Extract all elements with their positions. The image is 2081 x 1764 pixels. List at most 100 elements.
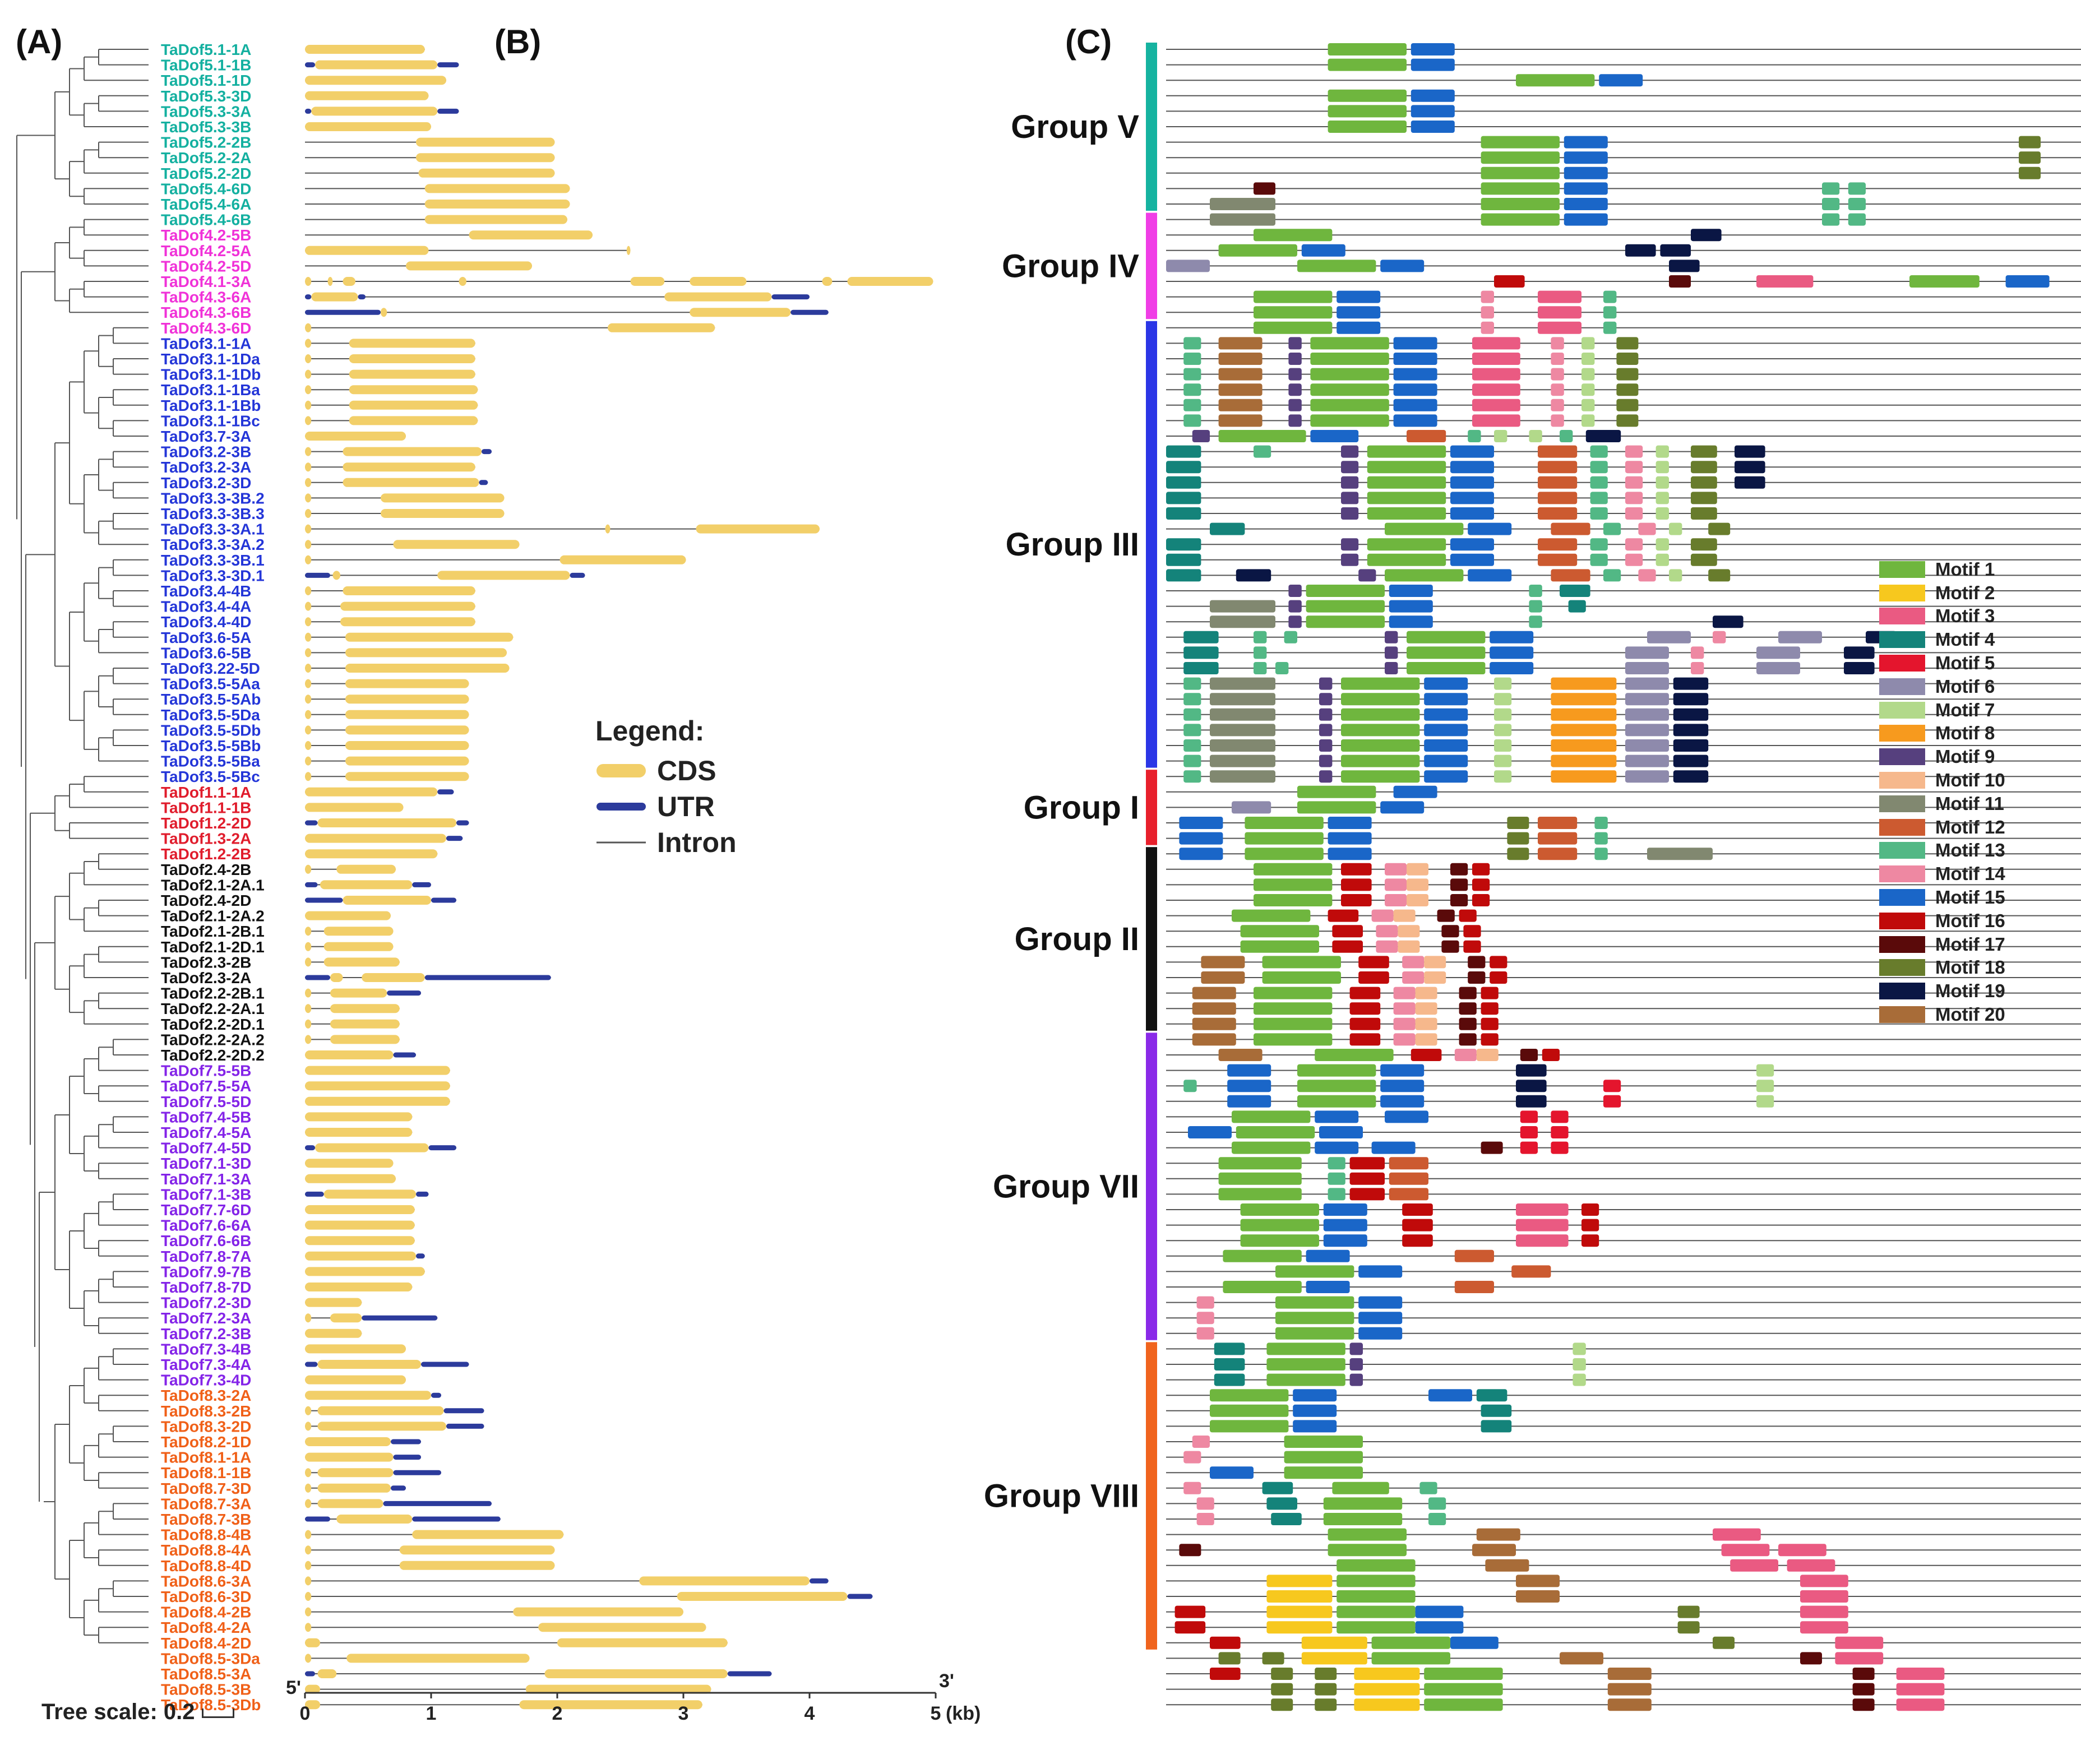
motif-box xyxy=(1822,198,1840,210)
motif-box xyxy=(1349,1002,1381,1015)
cds-segment xyxy=(424,200,570,209)
motif-box xyxy=(1494,677,1512,690)
motif-box xyxy=(1454,1249,1494,1262)
motif-legend-label: Motif 13 xyxy=(1935,840,2005,861)
utr-segment xyxy=(810,1578,829,1584)
motif-box xyxy=(1310,383,1389,396)
motif-row xyxy=(1166,1698,2081,1711)
cds-segment xyxy=(345,741,469,750)
motif-box xyxy=(1398,940,1420,953)
gene-label: TaDof2.1-2A.2 xyxy=(161,908,265,925)
motif-box xyxy=(1538,461,1578,474)
motif-row xyxy=(1166,507,2081,520)
cds-segment xyxy=(639,1576,810,1586)
motif-box xyxy=(1730,1559,1778,1572)
cds-segment xyxy=(317,1406,444,1415)
gene-row: TaDof3.4-4D xyxy=(161,613,475,631)
motif-box xyxy=(1210,708,1275,721)
motif-row xyxy=(1166,940,2081,953)
motif-box xyxy=(1490,662,1534,674)
motif-box xyxy=(1599,74,1643,87)
gene-row: TaDof4.3-6B xyxy=(161,304,829,321)
motif-row xyxy=(1166,1126,2081,1138)
group-bar xyxy=(1146,1342,1157,1650)
motif-box xyxy=(1196,1312,1214,1325)
motif-box xyxy=(1673,754,1709,767)
motif-box xyxy=(1297,260,1376,272)
motif-box xyxy=(1223,1281,1302,1293)
gene-row: TaDof2.1-2B.1 xyxy=(161,923,394,940)
motif-box xyxy=(1424,754,1468,767)
cds-segment xyxy=(305,76,446,85)
gene-row: TaDof1.2-2B xyxy=(161,845,438,863)
cds-segment xyxy=(327,277,333,286)
cds-segment xyxy=(330,973,343,982)
cds-segment xyxy=(424,215,567,224)
cds-segment xyxy=(345,772,469,781)
utr-segment xyxy=(437,789,454,795)
motif-box xyxy=(1166,461,1201,474)
gene-row: TaDof5.1-1A xyxy=(161,41,425,58)
motif-box xyxy=(1848,213,1866,226)
motif-box xyxy=(1441,940,1459,953)
motif-legend-item: Motif 16 xyxy=(1879,909,2005,933)
utr-segment xyxy=(424,975,551,980)
cds-segment xyxy=(305,1174,396,1183)
motif-box xyxy=(1271,1698,1293,1711)
motif-box xyxy=(1358,1265,1403,1278)
motif-box xyxy=(1367,445,1446,458)
cds-segment xyxy=(305,369,312,379)
gene-row: TaDof8.7-3B xyxy=(161,1511,501,1528)
motif-row xyxy=(1166,1157,2081,1170)
gene-row: TaDof2.2-2A.1 xyxy=(161,1000,400,1017)
motif-box xyxy=(1245,848,1324,860)
group-label: Group I xyxy=(1024,789,1139,826)
motif-box xyxy=(1822,182,1840,195)
motif-box xyxy=(1735,445,1765,458)
motif-box xyxy=(1481,151,1560,164)
cds-segment xyxy=(349,369,475,379)
motif-box xyxy=(1266,1605,1333,1618)
gene-row: TaDof5.1-1D xyxy=(161,72,446,89)
cds-segment xyxy=(305,122,431,131)
motif-box xyxy=(1166,569,1201,582)
motif-box xyxy=(1183,1080,1197,1092)
gene-row: TaDof7.4-5A xyxy=(161,1124,413,1141)
utr-segment xyxy=(305,975,330,980)
cds-segment xyxy=(525,1684,711,1694)
cds-segment xyxy=(305,1530,312,1539)
motif-box xyxy=(1603,1095,1621,1108)
gene-label: TaDof2.1-2B.1 xyxy=(161,923,265,940)
cds-segment xyxy=(343,586,475,595)
cds-segment xyxy=(305,509,312,518)
motif-legend-item: Motif 5 xyxy=(1879,651,2005,675)
motif-row xyxy=(1166,1296,2081,1309)
motif-box xyxy=(1332,925,1363,938)
motif-box xyxy=(1389,600,1433,613)
motif-box xyxy=(1380,1064,1425,1077)
motif-box xyxy=(1192,1033,1236,1046)
gene-row: TaDof8.8-4A xyxy=(161,1541,555,1559)
gene-row: TaDof2.2-2D.1 xyxy=(161,1016,400,1033)
motif-box xyxy=(1616,399,1639,411)
motif-box xyxy=(1210,615,1275,628)
motif-box xyxy=(1266,1497,1297,1510)
motif-box xyxy=(1341,754,1420,767)
motif-box xyxy=(1297,801,1376,814)
motif-box xyxy=(1551,770,1617,783)
motif-box xyxy=(1371,1636,1450,1649)
gene-label: TaDof2.2-2A.1 xyxy=(161,1000,265,1017)
three-prime-marker: 3' xyxy=(939,1670,954,1692)
motif-row xyxy=(1166,1327,2081,1340)
motif-box xyxy=(1538,817,1578,829)
motif-box xyxy=(1254,894,1333,906)
motif-box xyxy=(1463,925,1481,938)
motif-row xyxy=(1166,553,2081,566)
motif-box xyxy=(2019,136,2041,149)
utr-segment xyxy=(393,1052,416,1058)
gene-row: TaDof3.3-3A.1 xyxy=(161,521,820,538)
gene-row: TaDof4.1-3A xyxy=(161,273,933,290)
motif-row xyxy=(1166,1312,2081,1325)
motif-box xyxy=(1319,693,1333,706)
motif-box xyxy=(1472,368,1520,381)
